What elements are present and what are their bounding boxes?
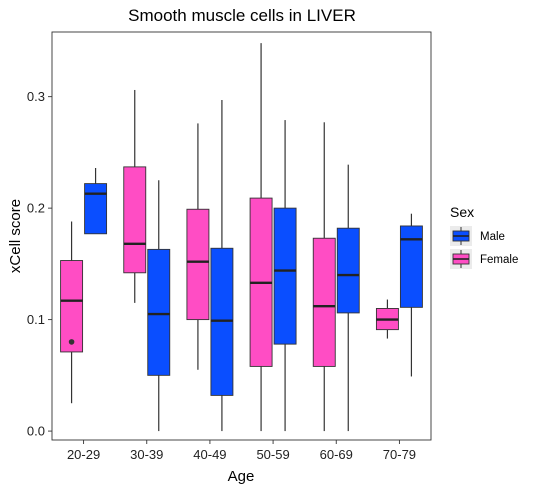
x-tick-label: 20-29 xyxy=(67,447,100,462)
x-tick-label: 30-39 xyxy=(130,447,163,462)
x-axis: 20-29 30-39 40-49 50-59 60-69 70-79 xyxy=(67,440,416,462)
box-male-70-79 xyxy=(399,213,423,377)
y-axis: 0.0 0.1 0.2 0.3 xyxy=(27,89,52,439)
box-female-50-59 xyxy=(249,43,273,432)
y-tick-label: 0.1 xyxy=(27,312,45,327)
legend: Sex Male Female xyxy=(450,204,518,269)
box-iqr xyxy=(147,248,171,376)
y-axis-title: xCell score xyxy=(7,199,24,273)
box-female-70-79 xyxy=(375,299,399,339)
x-tick-label: 50-59 xyxy=(256,447,289,462)
box-iqr xyxy=(186,208,210,321)
box-iqr xyxy=(336,227,360,314)
legend-label-male: Male xyxy=(480,231,505,243)
box-male-50-59 xyxy=(273,120,297,432)
box-iqr xyxy=(399,225,423,308)
chart-title: Smooth muscle cells in LIVER xyxy=(128,6,356,25)
outlier-point xyxy=(68,339,75,345)
box-iqr xyxy=(312,237,336,367)
plot-panel xyxy=(51,31,432,441)
box-female-40-49 xyxy=(186,123,210,370)
y-tick-label: 0.3 xyxy=(27,89,45,104)
y-tick-label: 0.0 xyxy=(27,424,45,439)
box-male-30-39 xyxy=(147,180,171,432)
box-iqr xyxy=(84,183,108,235)
box-male-20-29 xyxy=(84,168,108,235)
x-axis-title: Age xyxy=(228,468,255,485)
x-tick-label: 40-49 xyxy=(193,447,226,462)
legend-key-female xyxy=(450,249,472,269)
legend-title: Sex xyxy=(450,204,474,220)
box-iqr xyxy=(123,166,147,274)
box-male-40-49 xyxy=(210,100,234,432)
box-female-30-39 xyxy=(123,89,147,303)
legend-key-male xyxy=(450,226,472,246)
box-female-20-29 xyxy=(60,221,84,404)
x-tick-label: 70-79 xyxy=(383,447,416,462)
boxplot-marks xyxy=(60,43,423,432)
box-iqr xyxy=(273,207,297,345)
x-tick-label: 60-69 xyxy=(320,447,353,462)
box-iqr xyxy=(60,260,84,353)
legend-label-female: Female xyxy=(480,254,518,266)
box-male-60-69 xyxy=(336,164,360,432)
y-tick-label: 0.2 xyxy=(27,201,45,216)
box-female-60-69 xyxy=(312,122,336,432)
